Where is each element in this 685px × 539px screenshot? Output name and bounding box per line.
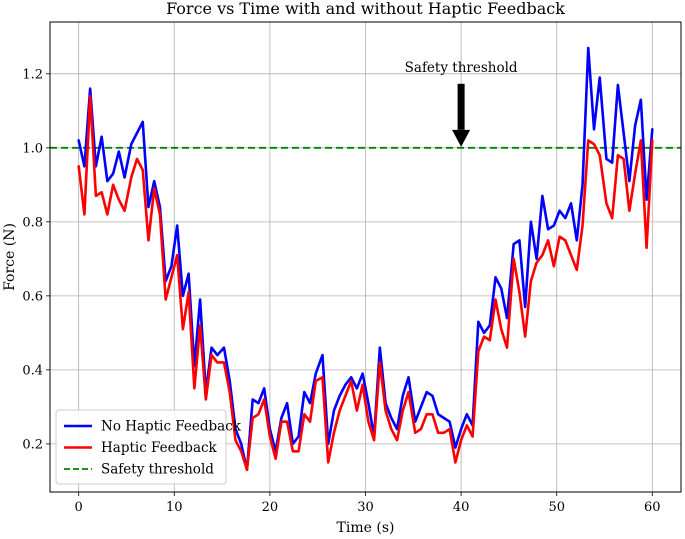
- x-tick-label: 30: [357, 500, 374, 515]
- legend-entry-no-haptic-feedback: No Haptic Feedback: [64, 419, 242, 435]
- legend-label: Safety threshold: [101, 462, 214, 478]
- y-tick-label: 0.4: [22, 363, 43, 378]
- annotation-arrow-shaft: [457, 83, 465, 130]
- series-line-haptic-feedback: [77, 94, 654, 472]
- y-tick-label: 1.2: [22, 67, 43, 82]
- series-layer: [77, 46, 654, 472]
- x-tick-label: 60: [644, 500, 661, 515]
- annotation-arrow-head: [452, 129, 471, 147]
- x-tick-label: 40: [453, 500, 470, 515]
- x-tick-label: 10: [166, 500, 183, 515]
- y-tick-label: 0.8: [22, 215, 43, 230]
- y-tick-label: 0.6: [22, 289, 43, 304]
- annotation-layer: Safety threshold: [405, 60, 518, 147]
- x-tick-label: 20: [262, 500, 279, 515]
- legend-label: No Haptic Feedback: [101, 419, 242, 435]
- ticks: 0 10 20 30 40 50 60 0.2 0.4 0.6 0.8 1.0 1.2: [22, 67, 660, 515]
- x-tick-label: 50: [548, 500, 565, 515]
- y-axis-label: Force (N): [2, 223, 18, 291]
- legend-label: Haptic Feedback: [101, 440, 218, 456]
- x-tick-label: 0: [75, 500, 83, 515]
- x-axis-label: Time (s): [337, 520, 395, 536]
- y-tick-label: 0.2: [22, 437, 43, 452]
- legend-entry-haptic-feedback: Haptic Feedback: [64, 440, 218, 456]
- legend: No Haptic Feedback Haptic Feedback Safety …: [55, 409, 242, 485]
- annotation-text: Safety threshold: [405, 60, 518, 76]
- y-tick-label: 1.0: [22, 141, 43, 156]
- series-line-no-haptic-feedback: [77, 46, 654, 472]
- legend-entry-safety-threshold: Safety threshold: [64, 462, 214, 478]
- chart-title: Force vs Time with and without Haptic Fe…: [166, 0, 565, 18]
- legend-box: [55, 409, 227, 485]
